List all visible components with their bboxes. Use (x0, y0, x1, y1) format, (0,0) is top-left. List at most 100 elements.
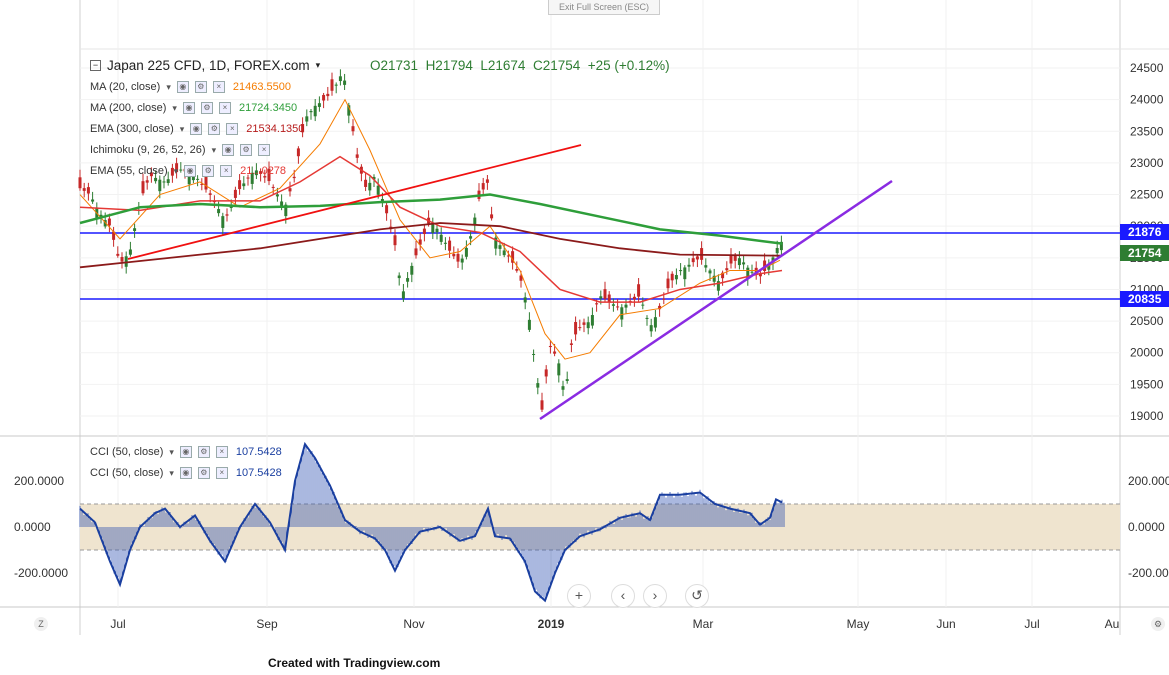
indicator-legend-row[interactable]: EMA (55, close) ▾ ◉ ⚙ × 21...0278 (90, 165, 286, 177)
time-tick-label: Jun (936, 617, 955, 631)
candle-body (170, 167, 174, 176)
reset-chart-button[interactable]: ↺ (685, 584, 709, 608)
zoom-z-button[interactable]: Z (34, 617, 48, 631)
price-marker-support-text: 20835 (1128, 292, 1162, 306)
ma200-line (79, 193, 783, 245)
price-marker-close (1120, 245, 1169, 261)
eye-icon[interactable]: ◉ (179, 446, 192, 458)
cci-tick-label-left: 0.0000 (14, 520, 51, 534)
candle-body (485, 179, 489, 183)
candle-body (452, 253, 456, 257)
candle-body (355, 154, 359, 158)
candle-body (557, 363, 561, 376)
candle-body (775, 248, 779, 254)
candle-body (490, 214, 494, 219)
collapse-icon[interactable]: − (90, 60, 101, 71)
close-icon[interactable]: × (215, 467, 228, 479)
candle-body (456, 253, 460, 262)
candle-body (99, 214, 103, 217)
candle-body (704, 265, 708, 268)
scroll-left-button[interactable]: ‹ (611, 584, 635, 608)
close-icon[interactable]: × (258, 144, 271, 156)
indicator-legend-row[interactable]: Ichimoku (9, 26, 52, 26) ▾ ◉ ⚙ × (90, 144, 278, 156)
eye-icon[interactable]: ◉ (184, 165, 197, 177)
chevron-down-icon[interactable]: ▾ (169, 446, 174, 457)
gear-icon[interactable]: ⚙ (200, 102, 213, 114)
purple-trendline (539, 179, 893, 421)
gear-icon[interactable]: ⚙ (197, 467, 210, 479)
candle-body (246, 177, 250, 179)
candle-body (162, 181, 166, 183)
cci-name: CCI (50, close) (90, 467, 164, 479)
gear-icon[interactable]: ⚙ (240, 144, 253, 156)
candle-body (700, 248, 704, 260)
candle-body (481, 183, 485, 190)
eye-icon[interactable]: ◉ (179, 467, 192, 479)
eye-icon[interactable]: ◉ (176, 81, 189, 93)
price-tick-label: 22500 (1130, 188, 1164, 202)
close-icon[interactable]: × (226, 123, 239, 135)
chevron-down-icon[interactable]: ▾ (172, 102, 177, 113)
chevron-down-icon[interactable]: ▾ (173, 165, 179, 176)
candle-body (414, 248, 418, 256)
candle-body (128, 249, 132, 255)
ohlc-readout: O21731 H21794 L21674 C21754 +25 (+0.12%) (370, 58, 670, 73)
candle-body (532, 353, 536, 355)
chevron-down-icon[interactable]: ▾ (211, 144, 217, 155)
indicator-legend-row[interactable]: EMA (300, close) ▾ ◉ ⚙ × 21534.1350 (90, 123, 304, 135)
candle-body (758, 273, 762, 277)
close-icon[interactable]: × (212, 81, 225, 93)
candle-body (313, 105, 317, 117)
candle-body (191, 174, 195, 181)
candle-body (473, 217, 477, 225)
indicator-legend-row[interactable]: MA (20, close) ▾ ◉ ⚙ × 21463.5500 (90, 81, 291, 93)
cci-legend-row[interactable]: CCI (50, close) ▾ ◉ ⚙ × 107.5428 (90, 467, 282, 479)
candle-body (523, 297, 527, 303)
gear-icon[interactable]: ⚙ (208, 123, 221, 135)
chart-svg: 2450024000235002300022500220002150021000… (0, 0, 1169, 635)
settings-gear-icon[interactable]: ⚙ (1151, 617, 1165, 631)
close-icon[interactable]: × (220, 165, 233, 177)
gear-icon[interactable]: ⚙ (194, 81, 207, 93)
chevron-down-icon[interactable]: ▾ (315, 60, 321, 70)
candle-body (750, 271, 754, 273)
cci-legend-row[interactable]: CCI (50, close) ▾ ◉ ⚙ × 107.5428 (90, 446, 282, 458)
candle-body (271, 186, 275, 188)
candle-body (574, 322, 578, 335)
chevron-down-icon[interactable]: ▾ (166, 81, 171, 92)
indicator-value: 21534.1350 (246, 123, 305, 135)
gear-icon[interactable]: ⚙ (197, 446, 210, 458)
indicator-legend-row[interactable]: MA (200, close) ▾ ◉ ⚙ × 21724.3450 (90, 102, 297, 114)
gear-icon[interactable]: ⚙ (202, 165, 215, 177)
eye-icon[interactable]: ◉ (222, 144, 235, 156)
chevron-down-icon[interactable]: ▾ (169, 467, 174, 478)
candle-body (393, 235, 397, 246)
candle-body (422, 228, 426, 235)
eye-icon[interactable]: ◉ (182, 102, 195, 114)
symbol-label[interactable]: Japan 225 CFD, 1D, FOREX.com (107, 58, 310, 73)
close-icon[interactable]: × (218, 102, 231, 114)
chart-area[interactable]: 2450024000235002300022500220002150021000… (0, 0, 1169, 635)
candle-body (586, 322, 590, 329)
candle-body (712, 275, 716, 282)
candle-body (217, 209, 221, 214)
candle-body (401, 291, 405, 299)
candle-body (742, 262, 746, 265)
eye-icon[interactable]: ◉ (190, 123, 203, 135)
candle-body (439, 234, 443, 242)
indicator-name: Ichimoku (9, 26, 52, 26) (90, 144, 206, 156)
zoom-in-button[interactable]: + (567, 584, 591, 608)
exit-fullscreen-button[interactable]: Exit Full Screen (ESC) (548, 0, 660, 15)
candle-body (662, 298, 666, 300)
candle-body (343, 80, 347, 85)
candle-body (212, 201, 216, 203)
candle-body (133, 228, 137, 232)
candle-body (267, 168, 271, 182)
scroll-right-button[interactable]: › (643, 584, 667, 608)
chevron-down-icon[interactable]: ▾ (179, 123, 185, 134)
candle-body (691, 258, 695, 263)
indicator-value: 21724.3450 (238, 102, 298, 114)
cci-value: 107.5428 (235, 467, 282, 479)
close-icon[interactable]: × (215, 446, 228, 458)
price-tick-label: 20500 (1130, 314, 1164, 328)
